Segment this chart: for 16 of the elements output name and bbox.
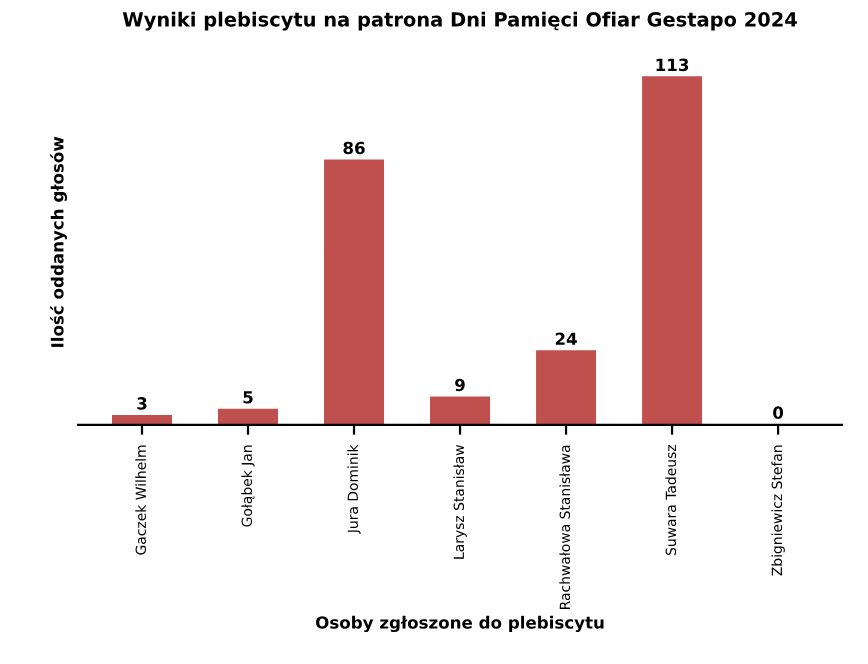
data-label: 9 (455, 378, 465, 392)
bar (642, 76, 703, 425)
data-label: 3 (137, 397, 147, 410)
bar (430, 396, 491, 425)
bar (536, 350, 597, 425)
chart-title: Wyniki plebiscytu na patrona Dni Pamięci Ofiar Gestapo 2024 (122, 11, 797, 31)
data-label: 0 (773, 406, 784, 419)
bar (324, 159, 385, 425)
bar (112, 414, 172, 425)
data-label: 113 (656, 58, 689, 72)
x-axis-title: Osoby zgłoszone do plebiscytu (316, 615, 604, 633)
y-axis-title: Ilość oddanych głosów (50, 136, 68, 347)
data-label: 5 (243, 391, 253, 404)
data-label: 24 (555, 332, 577, 345)
bar (218, 408, 278, 425)
data-label: 86 (343, 141, 365, 155)
